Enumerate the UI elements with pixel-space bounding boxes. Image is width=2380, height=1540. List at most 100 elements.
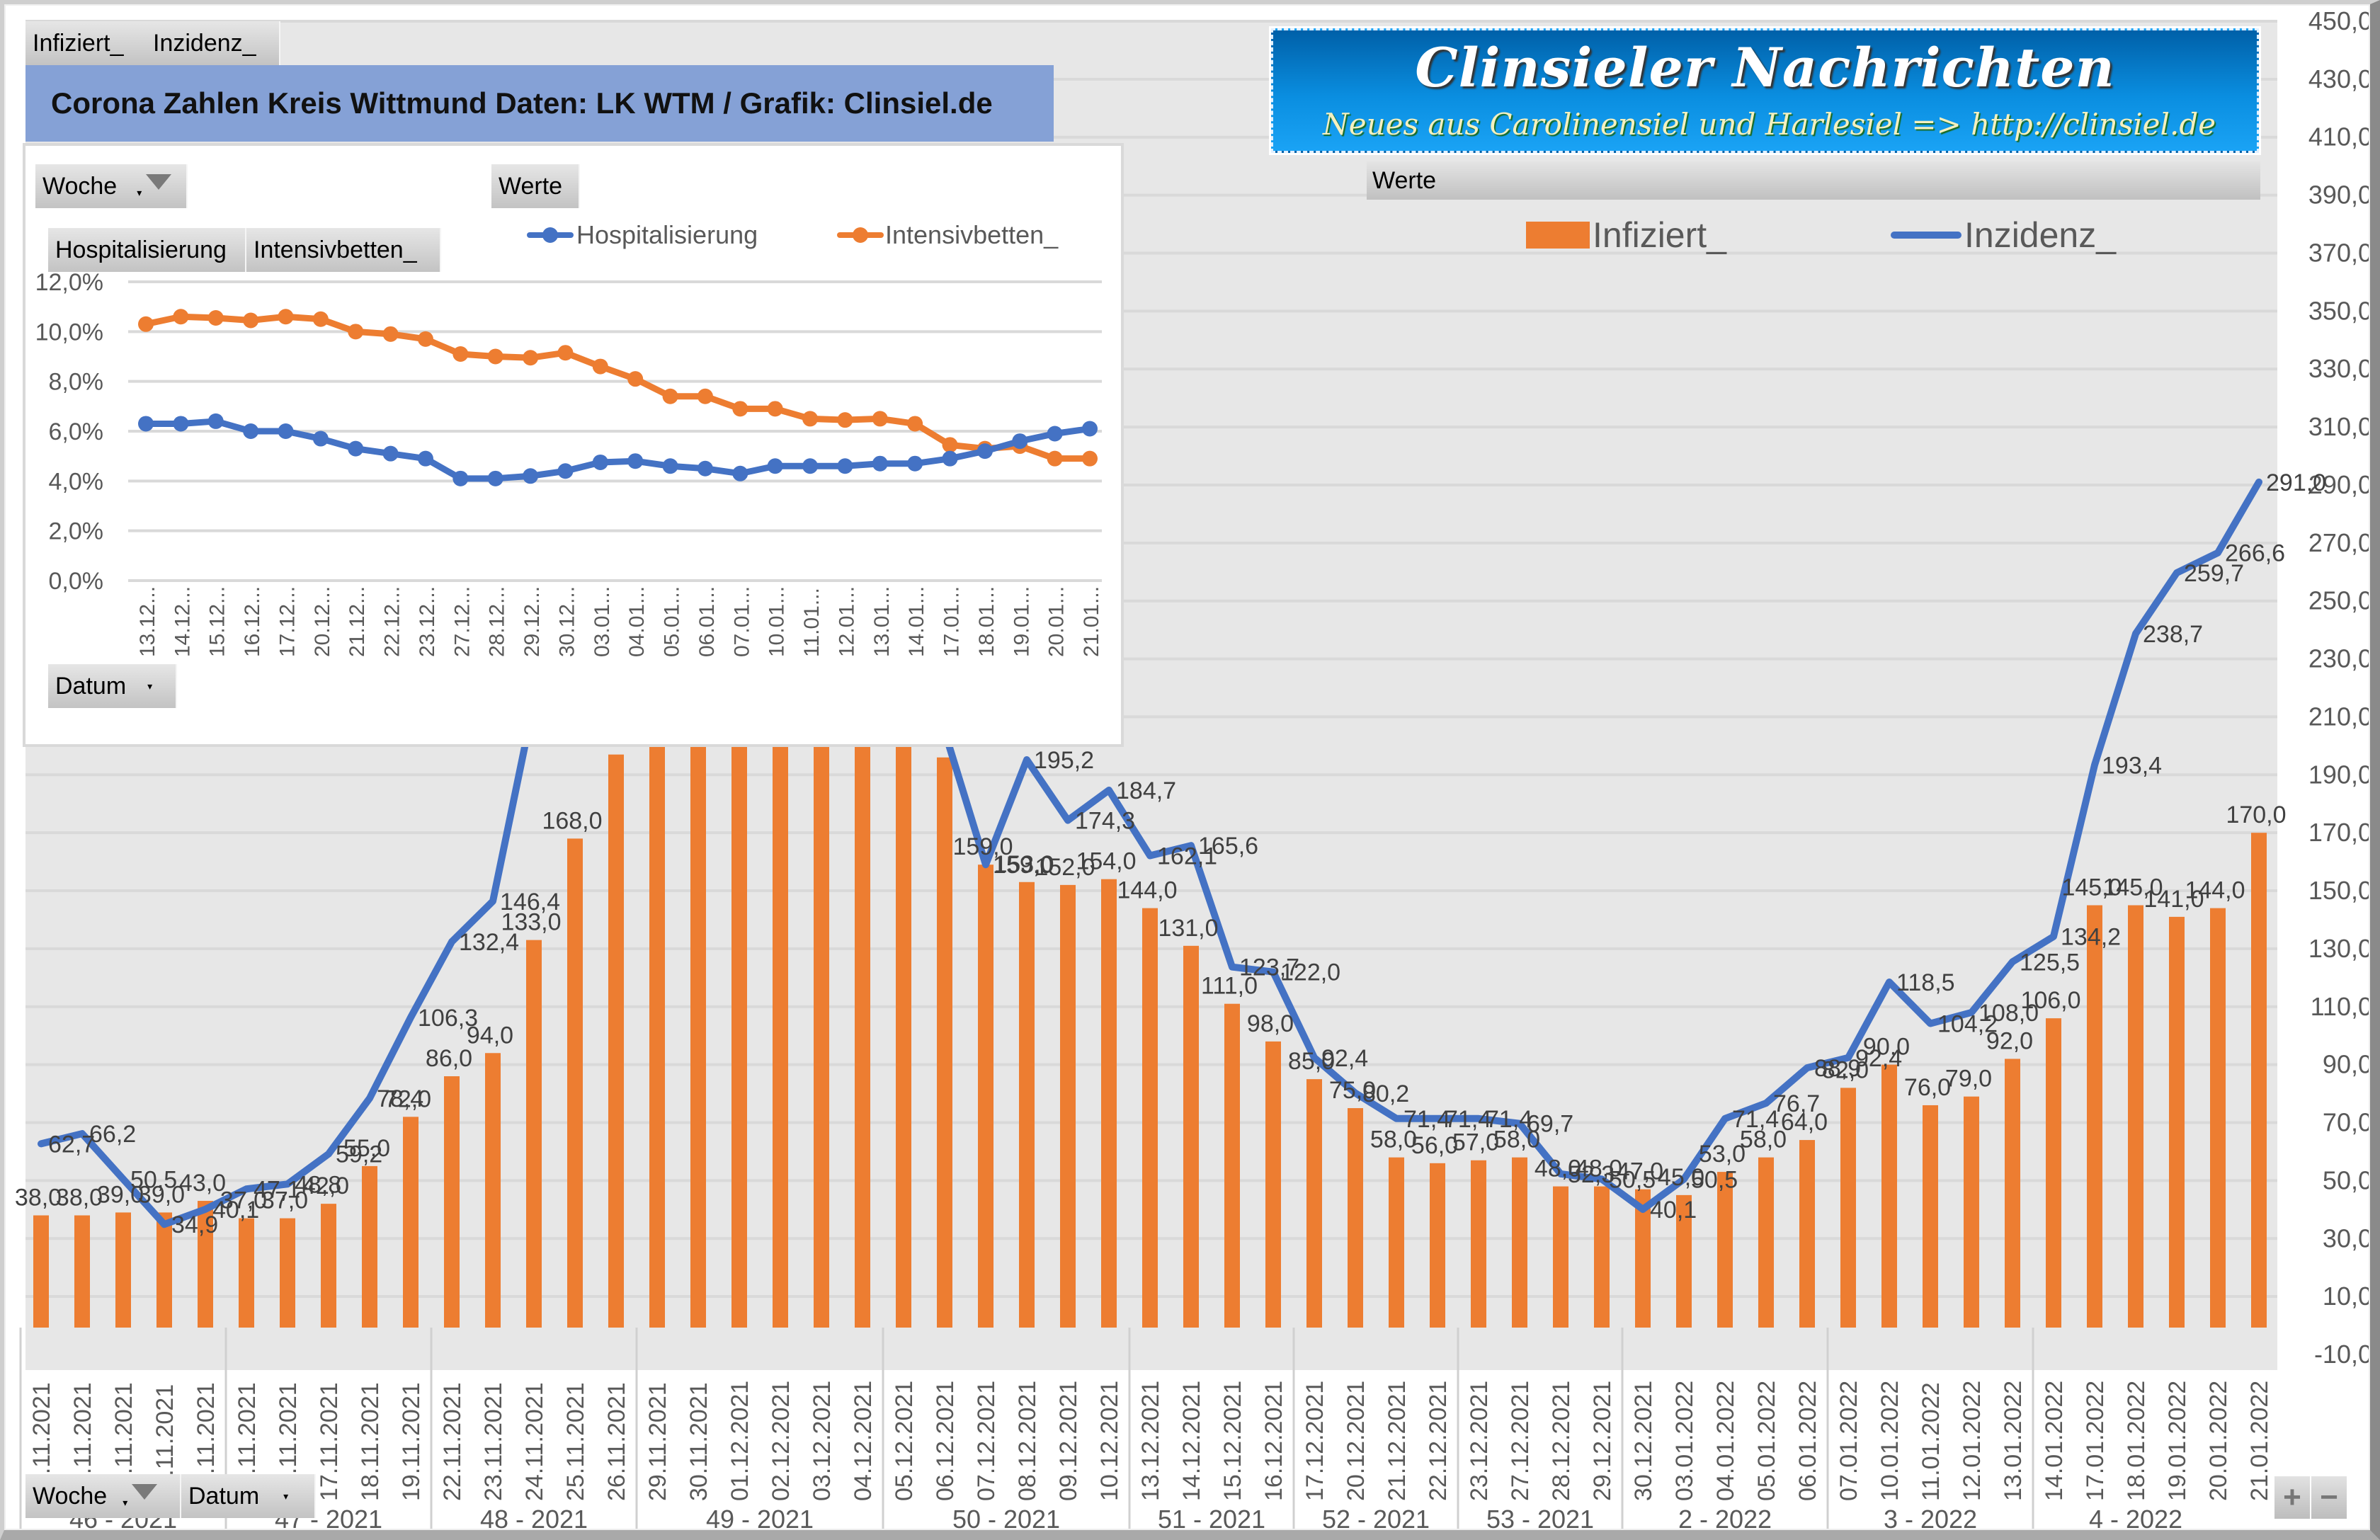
inset-datum-button[interactable]: Datum ▾ (48, 664, 177, 708)
line-data-label: 47,1 (254, 1176, 300, 1203)
infiziert-data-labels: 38,038,039,039,043,037,037,042,055,072,0… (15, 802, 2287, 1214)
bar (2210, 908, 2226, 1328)
line-data-label: 266,6 (2225, 540, 2285, 567)
expand-plus-button[interactable]: + (2274, 1476, 2310, 1519)
line-data-label: 78,4 (377, 1085, 423, 1112)
inset-data-point (452, 470, 469, 486)
line-data-label: 59,2 (336, 1141, 382, 1168)
bar (1019, 882, 1035, 1328)
bar-data-label: 98,0 (1247, 1010, 1294, 1037)
bar (1265, 1041, 1281, 1328)
bar-data-label: 82,0 (1822, 1056, 1869, 1083)
inset-werte-button[interactable]: Werte (491, 164, 580, 208)
week-label: 50 - 2021 (952, 1505, 1060, 1534)
date-label: 21.12.2021 (1384, 1381, 1411, 1501)
inset-data-point (1012, 433, 1028, 450)
bar-data-label: 58,0 (1740, 1127, 1787, 1153)
line-data-label: 80,2 (1362, 1080, 1409, 1107)
inset-data-point (173, 309, 189, 325)
y-tick-label: 110,0 (2311, 992, 2372, 1021)
collapse-minus-button[interactable]: − (2311, 1476, 2347, 1519)
bar-data-label: 56,0 (1411, 1132, 1458, 1159)
inset-data-point (592, 358, 608, 375)
bar (1224, 1003, 1240, 1328)
legend-label-inzidenz: Inzidenz_ (1964, 215, 2117, 255)
line-data-label: 238,7 (2143, 621, 2203, 648)
y-tick-label: 250,0 (2308, 586, 2372, 615)
bar-data-label: 48,0 (1576, 1156, 1622, 1182)
inset-data-point (697, 388, 713, 404)
line-data-label: 162,1 (1157, 843, 1217, 870)
line-data-label: 76,7 (1773, 1090, 1820, 1117)
bar-data-label: 154,0 (1076, 848, 1136, 875)
inset-data-point (592, 454, 608, 470)
inset-date-label: 29.12... (520, 586, 544, 657)
bar (1471, 1160, 1486, 1328)
bar-data-label: 45,0 (1658, 1164, 1704, 1191)
datum-button[interactable]: Datum ▾ (181, 1474, 316, 1518)
date-label: 28.12.2021 (1548, 1381, 1575, 1501)
inset-date-label: 14.12... (171, 586, 194, 657)
field-button-inzidenz[interactable]: Inzidenz_ (146, 21, 280, 65)
inset-data-point (802, 458, 819, 474)
inset-data-point (278, 309, 294, 325)
y-tick-label: 290,0 (2308, 470, 2372, 499)
date-label: 13.12.2021 (1137, 1381, 1164, 1501)
field-button-infiziert[interactable]: Infiziert_ (25, 21, 153, 65)
chart-title-banner: Corona Zahlen Kreis Wittmund Daten: LK W… (25, 65, 1054, 142)
date-label: 22.11.2021 (439, 1382, 466, 1501)
bar-data-label: 168,0 (542, 807, 602, 834)
inset-data-point (1047, 450, 1063, 467)
inzidenz-line (38, 438, 2262, 1228)
line-data-label: 34,9 (171, 1211, 218, 1238)
bar (978, 865, 993, 1328)
bar (567, 838, 583, 1328)
line-data-label: 50,5 (1691, 1166, 1738, 1193)
chart-title: Corona Zahlen Kreis Wittmund Daten: LK W… (51, 86, 993, 120)
woche-filter-button[interactable]: Woche ▾ (25, 1474, 181, 1518)
inset-data-point (523, 350, 539, 366)
inset-data-point (627, 453, 644, 469)
inset-date-label: 14.01... (905, 586, 928, 657)
week-label: 48 - 2021 (480, 1505, 588, 1534)
week-label: 4 - 2022 (2089, 1505, 2182, 1534)
inset-y-tick-label: 10,0% (35, 319, 103, 346)
y-tick-label: 150,0 (2308, 876, 2372, 905)
line-data-label: 123,7 (1239, 954, 1299, 981)
y-tick-label: 70,0 (2323, 1108, 2372, 1137)
main-legend-infiziert: Infiziert_ (1526, 215, 1726, 256)
main-values-field-button[interactable]: Werte (1367, 161, 2260, 200)
inset-date-label: 03.01... (591, 586, 614, 657)
inset-data-point (767, 458, 783, 474)
inset-woche-filter-button[interactable]: Woche ▾ (35, 164, 188, 208)
inset-date-label: 20.01... (1045, 586, 1069, 657)
date-label: 18.01.2022 (2123, 1381, 2150, 1501)
inset-date-label: 20.12... (311, 586, 334, 657)
main-legend-inzidenz: Inzidenz_ (1891, 215, 2116, 256)
bar (1635, 1189, 1651, 1328)
inset-date-label: 19.01... (1010, 586, 1033, 657)
inset-date-label: 17.01... (940, 586, 964, 657)
bar (1183, 945, 1199, 1328)
date-label: 10.01.2022 (1877, 1381, 1903, 1501)
line-data-label: 122,0 (1280, 959, 1340, 986)
line-data-label: 66,2 (89, 1121, 136, 1148)
inset-data-point (138, 416, 154, 432)
date-label: 23.11.2021 (480, 1382, 507, 1501)
bar (444, 1076, 460, 1328)
inset-data-point (1082, 421, 1098, 437)
bar-data-label: 57,0 (1452, 1129, 1499, 1156)
date-label: 30.12.2021 (1630, 1381, 1657, 1501)
date-label: 26.11.2021 (603, 1382, 630, 1501)
inset-data-point (348, 324, 364, 340)
bar (1799, 1140, 1815, 1328)
date-label: 22.12.2021 (1425, 1381, 1452, 1501)
inset-date-label: 13.01... (870, 586, 894, 657)
inset-series-button-intensivbetten[interactable]: Intensivbetten_ (246, 228, 441, 272)
inset-series-button-hospitalisierung[interactable]: Hospitalisierung (48, 228, 246, 272)
line-data-label: 92,4 (1321, 1045, 1368, 1072)
inset-data-point (802, 411, 819, 427)
date-label: 02.12.2021 (768, 1381, 795, 1501)
inset-data-point (1047, 426, 1063, 442)
y-tick-label: 230,0 (2308, 644, 2372, 673)
